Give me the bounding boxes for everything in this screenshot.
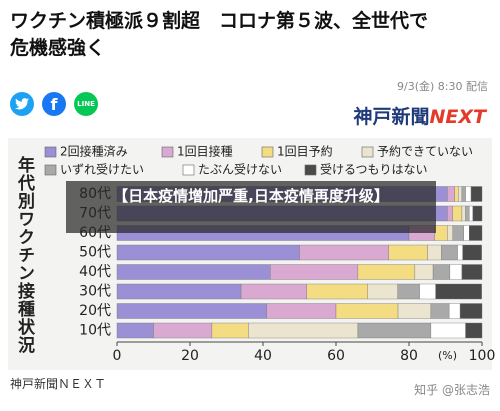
bar-segment bbox=[462, 244, 482, 261]
bar-segment bbox=[459, 303, 483, 319]
bar-segment bbox=[430, 303, 450, 319]
logo: 神戸新聞NEXT bbox=[353, 102, 486, 129]
bar-segment bbox=[447, 186, 455, 202]
logo-accent: NEXT bbox=[429, 106, 487, 128]
bar-segment bbox=[116, 322, 154, 339]
bar-segment bbox=[299, 244, 389, 261]
x-unit: (%) bbox=[438, 349, 457, 362]
bar-segment bbox=[397, 303, 432, 319]
headline: ワクチン積極派９割超 コロナ第５波、全世代で 危機感強く bbox=[10, 8, 490, 62]
legend-label: たぶん受けない bbox=[198, 163, 282, 177]
overlay-banner: 【日本疫情增加严重,日本疫情再度升级】 bbox=[66, 181, 436, 233]
bar-segment bbox=[465, 205, 470, 222]
bar-segment bbox=[448, 303, 461, 319]
x-tick-label: 20 bbox=[181, 348, 199, 364]
y-tick-label: 20代 bbox=[79, 303, 111, 319]
bar-segment bbox=[469, 225, 483, 241]
bar-segment bbox=[465, 322, 483, 339]
bar-segment bbox=[153, 322, 213, 339]
bar-segment bbox=[458, 186, 463, 202]
bar-segment bbox=[447, 205, 454, 222]
bar-segment bbox=[452, 225, 464, 241]
bar-segment bbox=[388, 244, 428, 261]
bar-segment bbox=[116, 264, 271, 280]
logo-text: 神戸新聞 bbox=[353, 106, 430, 128]
bar-segment bbox=[447, 225, 454, 241]
twitter-icon bbox=[15, 98, 29, 110]
bar-segment bbox=[470, 186, 483, 202]
legend-swatch bbox=[44, 164, 57, 176]
y-tick-label: 10代 bbox=[79, 323, 111, 339]
headline-line: ワクチン積極派９割超 コロナ第５波、全世代で bbox=[10, 10, 429, 32]
bar-segment bbox=[461, 264, 483, 280]
bar-segment bbox=[434, 225, 448, 241]
legend-label: 受けるつもりはない bbox=[320, 163, 428, 177]
bar-segment bbox=[469, 205, 474, 222]
bar-segment bbox=[454, 186, 459, 202]
legend-swatch bbox=[44, 146, 57, 158]
bar-segment bbox=[357, 264, 416, 280]
x-tick-label: 0 bbox=[113, 348, 122, 364]
bar-segment bbox=[414, 264, 434, 280]
legend-swatch bbox=[161, 146, 174, 158]
x-tick-label: 40 bbox=[254, 348, 272, 364]
bar-segment bbox=[435, 283, 482, 300]
bar-segment bbox=[461, 186, 466, 202]
bar-segment bbox=[441, 244, 458, 261]
bar-segment bbox=[240, 283, 308, 300]
bar-segment bbox=[465, 186, 472, 202]
bar-segment bbox=[211, 322, 249, 339]
footer-source: 神戸新聞ＮＥＸＴ bbox=[10, 377, 107, 391]
watermark: 知乎 @张志浩 bbox=[414, 383, 490, 397]
bar-segment bbox=[367, 283, 398, 300]
x-tick-label: 60 bbox=[327, 348, 345, 364]
bar-segment bbox=[419, 283, 436, 300]
bar-segment bbox=[430, 322, 466, 339]
legend-label: 1回目予約 bbox=[277, 144, 333, 159]
twitter-button[interactable] bbox=[10, 92, 34, 116]
bar-segment bbox=[432, 264, 451, 280]
x-tick-label: 100 bbox=[469, 348, 496, 364]
share-buttons: f LINE bbox=[10, 92, 98, 116]
headline-line: 危機感強く bbox=[10, 37, 106, 59]
date: 9/3(金) 8:30 配信 bbox=[397, 80, 488, 93]
legend-label: いずれ受けたい bbox=[60, 163, 144, 177]
legend-label: 2回接種済み bbox=[60, 144, 128, 159]
legend-label: 予約できていない bbox=[377, 144, 473, 159]
x-tick-label: 80 bbox=[400, 348, 418, 364]
bar-segment bbox=[461, 205, 466, 222]
bar-segment bbox=[116, 283, 242, 300]
facebook-button[interactable]: f bbox=[42, 92, 66, 116]
legend-swatch bbox=[182, 164, 195, 176]
bar-segment bbox=[116, 303, 267, 319]
chart-title: 年代別ワクチン接種状況 bbox=[14, 155, 36, 354]
bar-segment bbox=[306, 283, 368, 300]
y-tick-label: 40代 bbox=[79, 264, 111, 280]
bar-segment bbox=[116, 244, 300, 261]
bar-segment bbox=[427, 244, 442, 261]
bar-segment bbox=[266, 303, 337, 319]
y-tick-label: 50代 bbox=[79, 245, 111, 261]
bar-segment bbox=[463, 225, 470, 241]
bar-segment bbox=[452, 205, 463, 222]
bar-segment bbox=[449, 264, 463, 280]
bar-segment bbox=[248, 322, 359, 339]
y-tick-label: 30代 bbox=[79, 284, 111, 300]
legend-swatch bbox=[261, 146, 274, 158]
legend-label: 1回目接種 bbox=[177, 144, 233, 159]
bar-segment bbox=[357, 322, 432, 339]
line-button[interactable]: LINE bbox=[74, 92, 98, 116]
legend-swatch bbox=[361, 146, 374, 158]
legend-swatch bbox=[304, 164, 317, 176]
bar-segment bbox=[270, 264, 359, 280]
bar-segment bbox=[397, 283, 420, 300]
bar-segment bbox=[335, 303, 399, 319]
bar-segment bbox=[457, 244, 463, 261]
bar-segment bbox=[472, 205, 483, 222]
